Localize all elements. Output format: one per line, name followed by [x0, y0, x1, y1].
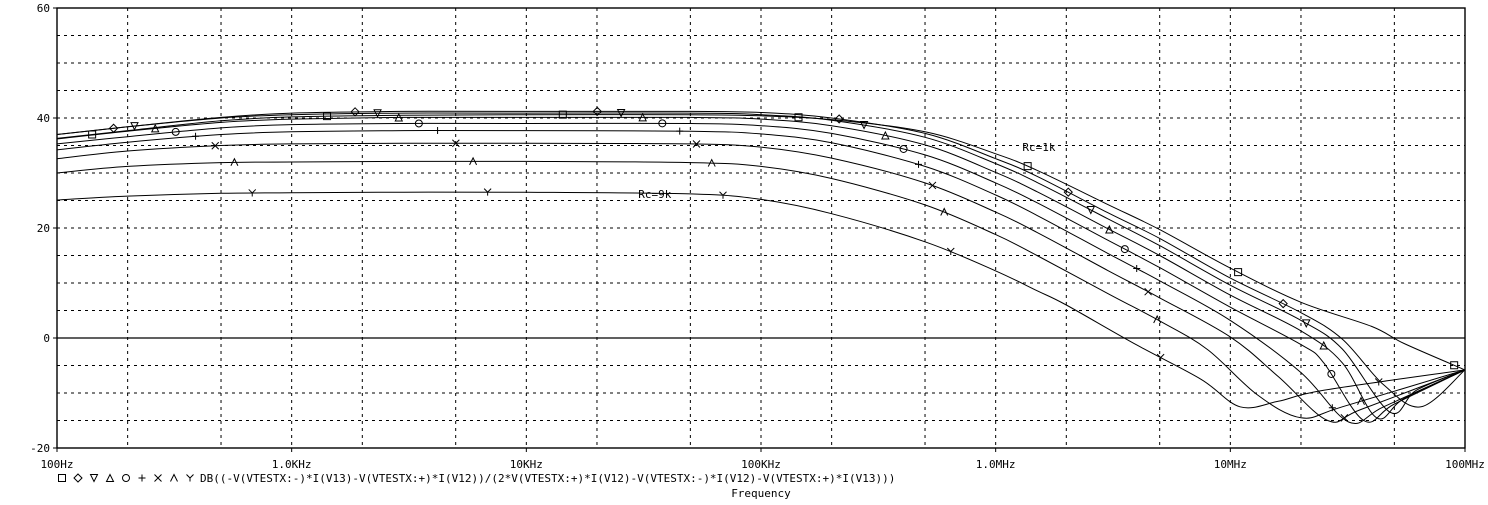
series-marker-lambda	[940, 207, 949, 216]
x-tick-label: 1.0KHz	[272, 458, 312, 471]
series-marker-triangle-up	[150, 123, 160, 133]
series-marker-square	[1234, 268, 1243, 277]
series-marker-y-mark	[1156, 353, 1165, 362]
series-marker-circle	[1120, 245, 1129, 254]
legend-marker-triangle-up	[105, 473, 115, 482]
y-tick-label: 0	[43, 332, 50, 345]
x-tick-label: 10KHz	[510, 458, 543, 471]
series-marker-triangle-down	[373, 109, 382, 118]
series-marker-triangle-down	[130, 122, 139, 131]
series-marker-cross	[211, 141, 220, 150]
series-marker-square	[794, 113, 803, 122]
series-line-cross	[56, 142, 1466, 423]
legend-marker-circle	[122, 474, 130, 482]
y-tick-label: 20	[37, 222, 50, 235]
series-marker-lambda	[707, 158, 716, 167]
series-line-triangle-up	[56, 116, 1466, 420]
series-marker-lambda	[230, 157, 239, 167]
series-marker-y-mark	[483, 188, 492, 196]
series-marker-circle	[1327, 369, 1336, 378]
series-marker-diamond	[1063, 187, 1073, 197]
series-marker-triangle-up	[1319, 340, 1329, 350]
legend-marker-plus	[138, 474, 146, 482]
curve-annotation: Rc=9k	[638, 188, 671, 201]
series-line-diamond	[56, 110, 1466, 408]
curves	[56, 110, 1466, 424]
series-marker-cross	[452, 139, 460, 148]
y-tick-label: -20	[30, 442, 50, 455]
x-tick-label: 10MHz	[1214, 458, 1247, 471]
series-marker-triangle-down	[616, 108, 626, 118]
series-marker-plus	[915, 160, 923, 168]
series-marker-plus	[1328, 404, 1336, 412]
series-marker-triangle-up	[394, 112, 404, 122]
series-marker-diamond	[350, 107, 360, 117]
series-marker-lambda	[1357, 396, 1365, 405]
x-tick-label: 100Hz	[40, 458, 73, 471]
x-tick-label: 100MHz	[1445, 458, 1485, 471]
series-marker-plus	[434, 127, 442, 135]
legend-markers	[58, 473, 194, 483]
legend-marker-square	[58, 474, 66, 482]
series-line-triangle-down	[56, 112, 1466, 415]
legend-marker-cross	[154, 474, 162, 482]
series-marker-square	[1450, 361, 1459, 370]
series-marker-diamond	[834, 114, 844, 124]
series-marker-square	[88, 130, 97, 139]
series-marker-cross	[1144, 287, 1152, 296]
annotations: Rc=1k Rc=9k	[638, 141, 1056, 201]
series-marker-triangle-down	[859, 121, 869, 130]
curve-markers	[88, 106, 1459, 422]
series-marker-square	[558, 110, 567, 119]
series-marker-square	[1023, 162, 1032, 171]
series-line-y-mark	[56, 191, 1466, 409]
series-line-lambda	[56, 160, 1466, 419]
series-marker-diamond	[1278, 298, 1288, 309]
series-marker-y-mark	[248, 189, 257, 197]
x-tick-label: 1.0MHz	[976, 458, 1016, 471]
legend-marker-triangle-down	[89, 474, 99, 483]
series-marker-triangle-up	[881, 130, 890, 140]
series-marker-cross	[1340, 413, 1349, 422]
y-tick-label: 40	[37, 112, 50, 125]
legend-marker-lambda	[170, 473, 178, 482]
series-marker-triangle-down	[1086, 205, 1096, 215]
series-marker-square	[323, 112, 332, 121]
series-marker-lambda	[1153, 314, 1162, 324]
series-marker-y-mark	[946, 247, 955, 256]
series-marker-y-mark	[1374, 378, 1383, 386]
series-marker-plus	[1133, 265, 1141, 273]
curve-annotation: Rc=1k	[1022, 141, 1055, 154]
series-marker-cross	[692, 140, 701, 148]
series-marker-triangle-down	[1301, 319, 1311, 328]
series-marker-triangle-up	[1105, 224, 1114, 234]
series-marker-diamond	[592, 106, 602, 117]
series-marker-plus	[192, 132, 200, 140]
x-axis-label: Frequency	[731, 487, 791, 500]
series-marker-circle	[414, 119, 423, 128]
series-line-circle	[56, 122, 1466, 423]
series-marker-plus	[676, 127, 684, 135]
legend-marker-diamond	[73, 473, 83, 483]
series-marker-triangle-up	[638, 112, 647, 122]
series-marker-circle	[899, 144, 908, 153]
series-marker-lambda	[469, 156, 478, 166]
series-line-plus	[56, 130, 1466, 424]
series-marker-cross	[928, 181, 937, 190]
series-marker-y-mark	[719, 191, 727, 199]
series-marker-circle	[171, 127, 180, 136]
legend-marker-y-mark	[186, 474, 194, 482]
tick-labels: 100Hz 1.0KHz 10KHz 100KHz 1.0MHz 10MHz 100MHz 6…	[30, 2, 1485, 471]
series-marker-diamond	[108, 123, 119, 133]
legend-expression: DB((-V(VTESTX:-)*I(V13)-V(VTESTX:+)*I(V1…	[200, 472, 895, 485]
series-marker-circle	[658, 119, 667, 128]
x-tick-label: 100KHz	[741, 458, 781, 471]
y-tick-label: 60	[37, 2, 50, 15]
grid	[57, 8, 1465, 448]
legend: DB((-V(VTESTX:-)*I(V13)-V(VTESTX:+)*I(V1…	[58, 472, 895, 485]
